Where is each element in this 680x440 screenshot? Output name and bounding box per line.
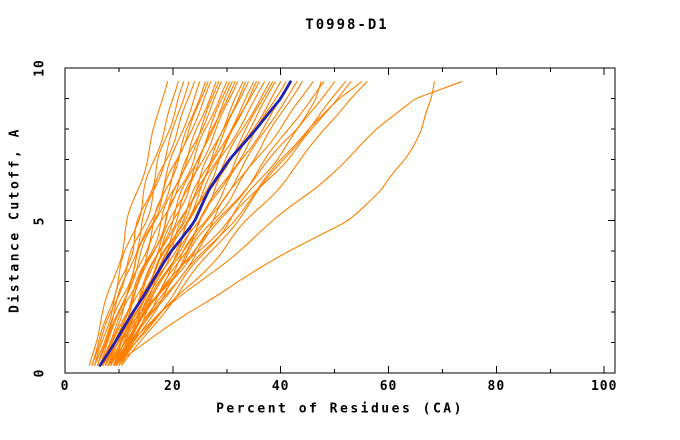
chart-title: T0998-D1 [305,17,389,33]
model-32-curve [118,81,303,366]
model-31-curve [115,81,298,366]
highlighted-model-curve [98,80,292,367]
x-tick-label-60: 60 [379,379,398,394]
y-tick-label-5: 5 [32,216,48,225]
x-tick-label-80: 80 [487,379,506,394]
model-03-curve [94,81,185,366]
model-40-curve [115,81,368,366]
model-21-curve [112,81,255,366]
x-axis-label: Percent of Residues (CA) [216,401,464,417]
model-19-curve [118,81,247,366]
model-01-curve [88,81,169,366]
model-37-curve [107,81,322,366]
x-tick-label-0: 0 [60,379,70,394]
model-42-curve [112,81,435,366]
x-tick-label-100: 100 [590,379,618,394]
model-34-curve [112,81,325,366]
model-12-curve [99,81,222,366]
model-05-curve [91,81,195,366]
x-tick-label-20: 20 [164,379,182,394]
model-06-curve [99,81,201,366]
model-09-curve [96,81,212,366]
x-tick-label-40: 40 [271,379,290,394]
y-tick-label-10: 10 [32,59,48,77]
model-13-curve [102,81,228,366]
model-39-curve [112,81,363,366]
model-38-curve [102,81,352,366]
model-08-curve [94,81,209,366]
model-41-curve [107,81,462,366]
y-tick-label-0: 0 [32,368,48,378]
model-16-curve [104,81,236,366]
model-02-curve [91,81,179,366]
model-27-curve [115,81,276,366]
model-20-curve [110,81,249,366]
y-axis-label: Distance Cutoff, A [7,127,23,313]
model-curves [88,80,462,367]
axes-frame [64,67,616,374]
model-33-curve [107,81,314,366]
